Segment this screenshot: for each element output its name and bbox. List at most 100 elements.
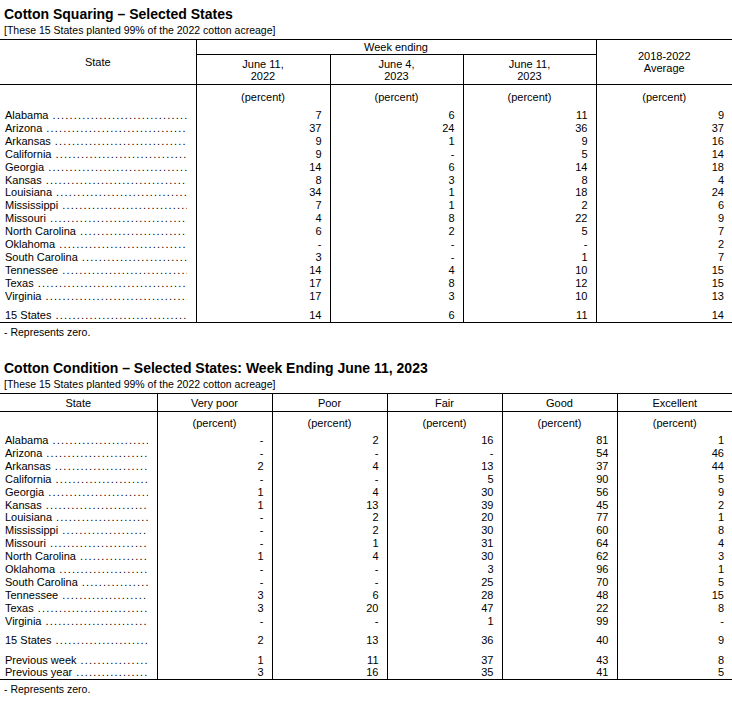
table-row: Alabama76119 <box>0 109 732 122</box>
unit-cell <box>0 85 196 110</box>
value-cell: - <box>617 615 732 628</box>
table-row: Georgia1430569 <box>0 486 732 499</box>
value-cell: - <box>330 148 463 161</box>
value-cell: 16 <box>596 135 732 148</box>
value-cell: 14 <box>196 309 330 322</box>
table-row: North Carolina1430623 <box>0 550 732 563</box>
value-cell: 10 <box>463 264 596 277</box>
value-cell: 3 <box>157 602 272 615</box>
row-label: North Carolina <box>5 225 76 238</box>
row-label-cell: Mississippi <box>0 524 157 537</box>
value-cell: - <box>330 251 463 264</box>
row-label: Arizona <box>5 122 42 135</box>
value-cell: 3 <box>157 666 272 679</box>
value-cell: 37 <box>596 122 732 135</box>
dot-leader <box>62 589 147 602</box>
squaring-footnote: - Represents zero. <box>0 323 732 338</box>
dot-leader <box>59 238 186 251</box>
row-label: Mississippi <box>5 524 58 537</box>
value-cell: 3 <box>617 550 732 563</box>
value-cell: 2 <box>617 499 732 512</box>
value-cell: 11 <box>463 109 596 122</box>
condition-table-body: Alabama-216811Arizona---5446Arkansas2413… <box>0 434 732 680</box>
dot-leader <box>62 199 186 212</box>
value-cell: 37 <box>196 122 330 135</box>
cotton-condition-table: State Very poor Poor Fair Good Excellent… <box>0 393 732 680</box>
row-label-cell: Arizona <box>0 447 157 460</box>
value-cell: 14 <box>596 148 732 161</box>
unit-cell: (percent) <box>196 85 330 110</box>
value-cell: 7 <box>596 225 732 238</box>
value-cell: 3 <box>196 251 330 264</box>
value-cell: 37 <box>502 460 617 473</box>
row-label-cell: Arizona <box>0 122 196 135</box>
row-label-cell: Previous year <box>0 666 157 679</box>
value-cell: 15 <box>617 589 732 602</box>
value-cell: 20 <box>272 602 387 615</box>
row-label: North Carolina <box>5 550 76 563</box>
dot-leader <box>46 122 186 135</box>
value-cell: - <box>272 615 387 628</box>
row-label-cell: Missouri <box>0 212 196 225</box>
squaring-table-title: Cotton Squaring – Selected States <box>0 0 732 25</box>
value-cell: 1 <box>272 537 387 550</box>
row-label: South Carolina <box>5 576 78 589</box>
row-label: Oklahoma <box>5 238 55 251</box>
value-cell: 56 <box>502 486 617 499</box>
value-cell: 18 <box>463 186 596 199</box>
value-cell: 5 <box>617 473 732 486</box>
value-cell: 8 <box>617 602 732 615</box>
row-label-cell: Tennessee <box>0 589 157 602</box>
dot-leader <box>55 135 187 148</box>
value-cell: 45 <box>502 499 617 512</box>
value-cell: - <box>157 511 272 524</box>
dot-leader <box>52 109 186 122</box>
row-label-cell: Tennessee <box>0 264 196 277</box>
dot-leader <box>50 537 148 550</box>
row-label-cell: 15 States <box>0 309 196 322</box>
dot-leader <box>52 434 147 447</box>
value-cell: 18 <box>596 161 732 174</box>
table-row: Kansas8384 <box>0 174 732 187</box>
dot-leader <box>46 174 187 187</box>
week2-column-header: June 4, 2023 <box>330 55 463 85</box>
value-cell: 34 <box>196 186 330 199</box>
dot-leader <box>38 277 187 290</box>
value-cell: - <box>157 563 272 576</box>
value-cell: 2 <box>272 434 387 447</box>
value-cell: 30 <box>387 524 502 537</box>
value-cell: 1 <box>617 511 732 524</box>
value-cell: 43 <box>502 654 617 667</box>
value-cell: 1 <box>387 615 502 628</box>
value-cell: 3 <box>330 290 463 303</box>
table-row: Arizona37243637 <box>0 122 732 135</box>
dot-leader <box>82 251 187 264</box>
value-cell: 6 <box>330 109 463 122</box>
value-cell: 62 <box>502 550 617 563</box>
dot-leader <box>55 148 186 161</box>
value-cell: - <box>157 576 272 589</box>
value-cell: 13 <box>272 499 387 512</box>
squaring-table-header: State Week ending 2018-2022 Average June… <box>0 40 732 110</box>
row-label: California <box>5 148 51 161</box>
row-label-cell: Previous week <box>0 654 157 667</box>
row-label: Tennessee <box>5 264 58 277</box>
value-cell: 15 <box>596 277 732 290</box>
row-label-cell: Louisiana <box>0 186 196 199</box>
value-cell: 8 <box>463 174 596 187</box>
row-label: Texas <box>5 602 34 615</box>
dot-leader <box>62 264 186 277</box>
value-cell: - <box>157 447 272 460</box>
table-row: Alabama-216811 <box>0 434 732 447</box>
table-row: California9-514 <box>0 148 732 161</box>
unit-cell: (percent) <box>502 412 617 435</box>
dot-leader <box>55 473 147 486</box>
row-label-cell: California <box>0 148 196 161</box>
table-row: South Carolina3-17 <box>0 251 732 264</box>
value-cell: 90 <box>502 473 617 486</box>
table-row: Texas32047228 <box>0 602 732 615</box>
value-cell: - <box>196 238 330 251</box>
value-cell: 3 <box>330 174 463 187</box>
table-row: Kansas11339452 <box>0 499 732 512</box>
unit-cell: (percent) <box>330 85 463 110</box>
